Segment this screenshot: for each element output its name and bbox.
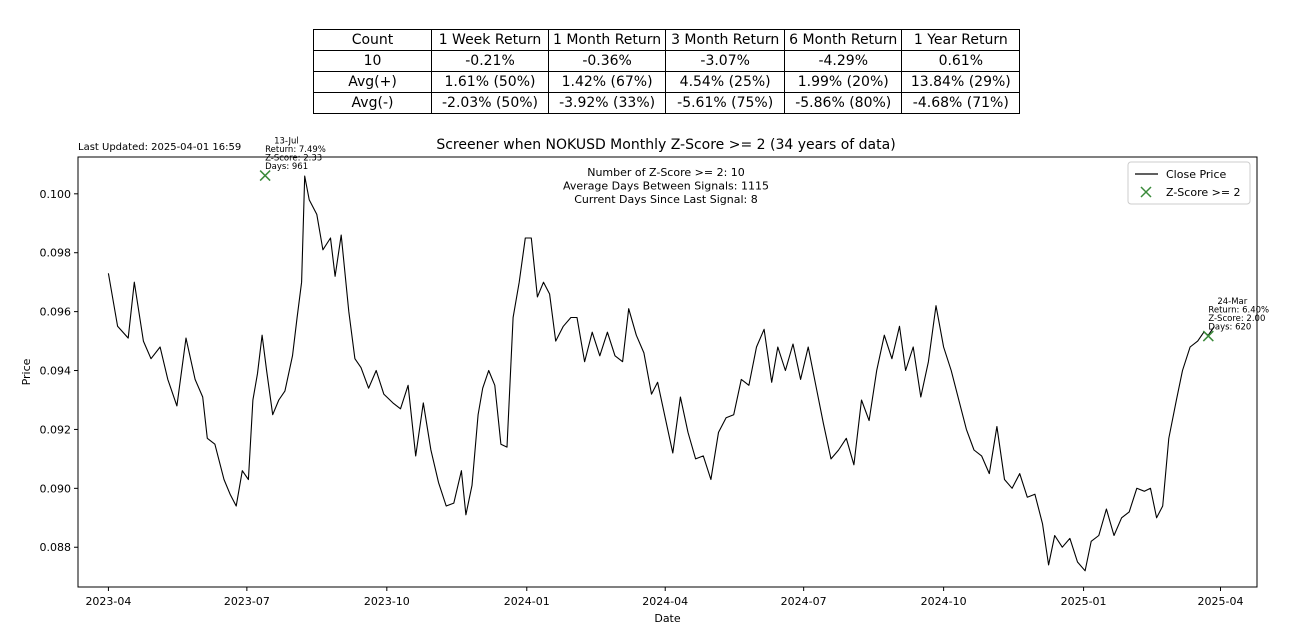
stats-header-cell: 1 Year Return: [901, 29, 1021, 51]
stats-cell: 1.61% (50%): [431, 71, 549, 93]
close-price-line: [107, 175, 1215, 572]
y-tick-label: 0.098: [40, 247, 72, 260]
last-updated-text: Last Updated: 2025-04-01 16:59: [78, 142, 242, 153]
legend-box: [1127, 161, 1251, 205]
y-tick-label: 0.100: [40, 188, 72, 201]
legend-label: Close Price: [1166, 168, 1227, 181]
signal-annotation-line: Return: 7.49%: [265, 145, 326, 155]
x-tick-label: 2024-04: [642, 595, 688, 608]
stats-cell: -5.86% (80%): [784, 92, 903, 114]
legend-marker-swatch: [1140, 186, 1152, 198]
signal-annotation-line: Z-Score: 2.33: [265, 154, 322, 164]
y-tick-label: 0.090: [40, 482, 72, 495]
signal-annotation-line: Z-Score: 2.00: [1208, 314, 1265, 324]
stats-row: Avg(-) -2.03% (50%) -3.92% (33%) -5.61% …: [313, 92, 1021, 114]
zscore-signal-marker: [259, 170, 271, 182]
signal-annotation-line: Days: 961: [265, 162, 308, 172]
x-tick-label: 2025-01: [1061, 595, 1107, 608]
x-tick-label: 2024-01: [504, 595, 550, 608]
stats-cell: -5.61% (75%): [665, 92, 786, 114]
stats-cell: Avg(+): [313, 71, 432, 93]
x-axis-label: Date: [654, 612, 681, 625]
chart-title: Screener when NOKUSD Monthly Z-Score >= …: [436, 137, 896, 153]
stats-cell: 13.84% (29%): [901, 71, 1021, 93]
stats-cell: 1.42% (67%): [547, 71, 667, 93]
x-tick-label: 2023-04: [85, 595, 131, 608]
stats-cell: -0.36%: [547, 50, 667, 72]
stats-cell: 1.99% (20%): [784, 71, 903, 93]
signal-info-text: Number of Z-Score >= 2: 10: [587, 166, 745, 179]
signal-annotation-line: 24-Mar: [1217, 297, 1247, 307]
y-axis-label: Price: [20, 358, 33, 385]
x-tick-label: 2024-07: [781, 595, 827, 608]
y-tick-label: 0.096: [40, 306, 72, 319]
stats-header-row: Count 1 Week Return 1 Month Return 3 Mon…: [313, 29, 1021, 51]
signal-annotation-line: Return: 6.40%: [1208, 306, 1269, 316]
x-tick-label: 2023-10: [364, 595, 410, 608]
y-tick-label: 0.092: [40, 423, 72, 436]
signal-annotation-line: Days: 620: [1208, 323, 1251, 333]
plot-frame: [77, 156, 1258, 588]
y-tick-label: 0.094: [40, 365, 72, 378]
stats-table: Count 1 Week Return 1 Month Return 3 Mon…: [313, 29, 1021, 114]
stats-cell: 4.54% (25%): [665, 71, 786, 93]
x-tick-label: 2023-07: [224, 595, 270, 608]
y-tick-label: 0.088: [40, 541, 72, 554]
zscore-signal-marker: [1202, 330, 1214, 342]
signal-info-text: Average Days Between Signals: 1115: [563, 180, 769, 193]
stats-cell: -2.03% (50%): [431, 92, 549, 114]
signal-annotation-line: 13-Jul: [274, 137, 299, 147]
x-tick-label: 2024-10: [921, 595, 967, 608]
stats-cell: Avg(-): [313, 92, 432, 114]
signal-info-text: Current Days Since Last Signal: 8: [574, 193, 757, 206]
stats-cell: -3.92% (33%): [547, 92, 667, 114]
stats-cell: -3.07%: [665, 50, 786, 72]
stats-header-cell: 6 Month Return: [784, 29, 903, 51]
legend-label: Z-Score >= 2: [1166, 186, 1241, 199]
x-tick-label: 2025-04: [1198, 595, 1244, 608]
stats-cell: -4.68% (71%): [901, 92, 1021, 114]
stats-row: Avg(+) 1.61% (50%) 1.42% (67%) 4.54% (25…: [313, 71, 1021, 93]
